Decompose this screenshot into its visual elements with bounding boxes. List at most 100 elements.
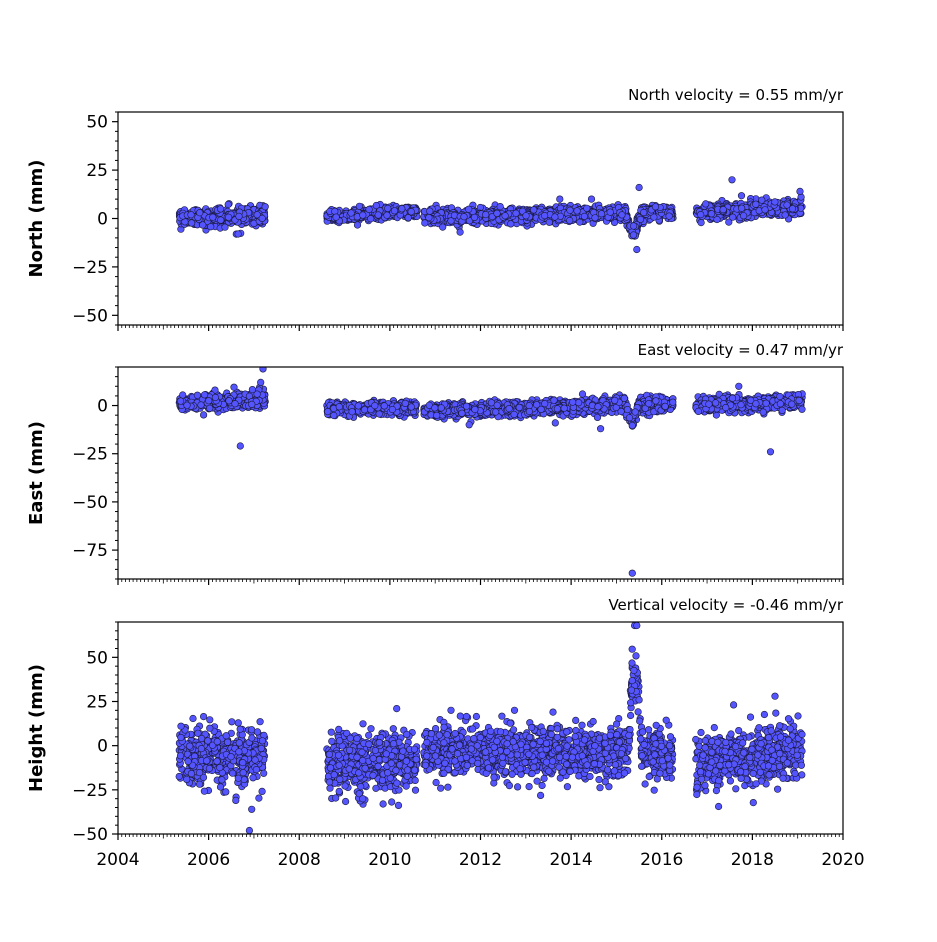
data-point xyxy=(493,209,501,217)
data-point xyxy=(390,207,399,215)
data-point xyxy=(530,206,538,214)
data-point xyxy=(496,203,504,211)
data-point xyxy=(447,217,455,225)
data-point xyxy=(367,215,375,223)
data-point xyxy=(332,213,340,221)
data-point xyxy=(188,219,196,227)
data-point xyxy=(225,213,233,221)
data-point xyxy=(697,219,705,227)
data-point xyxy=(253,211,261,219)
data-point xyxy=(573,207,581,215)
data-point xyxy=(650,213,658,221)
data-point xyxy=(221,223,229,231)
data-point xyxy=(388,405,397,414)
data-point xyxy=(224,200,232,209)
data-point xyxy=(651,203,660,211)
data-point xyxy=(183,401,191,409)
data-point xyxy=(209,213,217,221)
data-point xyxy=(335,403,343,411)
data-point xyxy=(522,212,530,220)
data-point xyxy=(450,211,459,219)
data-point xyxy=(752,200,760,208)
data-point xyxy=(625,414,634,422)
y-tick-label: −25 xyxy=(72,258,108,278)
data-point xyxy=(225,397,233,405)
data-point xyxy=(611,396,619,405)
data-point xyxy=(560,404,568,412)
data-point xyxy=(398,205,406,213)
data-point xyxy=(230,383,238,391)
data-point xyxy=(652,397,660,405)
data-points xyxy=(175,176,806,254)
data-point xyxy=(541,400,549,408)
data-points xyxy=(175,367,806,577)
data-point xyxy=(781,211,789,219)
y-axis-label: North (mm) xyxy=(26,160,47,278)
data-point xyxy=(512,209,520,217)
y-tick-label: 25 xyxy=(86,161,108,181)
data-point xyxy=(665,212,673,220)
data-point xyxy=(606,208,614,216)
data-point xyxy=(618,211,626,219)
data-point xyxy=(525,407,534,416)
panel-title: East velocity = 0.47 mm/yr xyxy=(638,341,844,359)
data-point xyxy=(566,216,574,225)
data-point xyxy=(201,391,209,399)
data-point xyxy=(354,402,362,410)
data-point xyxy=(431,404,439,412)
data-point xyxy=(783,201,791,209)
data-point xyxy=(591,214,599,222)
data-point xyxy=(640,208,648,217)
data-point xyxy=(702,200,710,208)
data-point xyxy=(661,402,669,411)
data-point xyxy=(493,401,501,409)
y-tick-label: 0 xyxy=(97,210,108,230)
data-point xyxy=(796,187,804,195)
data-point xyxy=(728,176,736,184)
data-point xyxy=(330,411,338,420)
data-point xyxy=(217,216,225,224)
data-point xyxy=(407,208,415,216)
data-point xyxy=(645,400,653,408)
data-point xyxy=(365,205,373,213)
data-point xyxy=(587,195,596,203)
data-point xyxy=(324,408,332,416)
data-point xyxy=(433,411,441,420)
data-point xyxy=(471,405,479,414)
data-point xyxy=(629,222,638,230)
data-point xyxy=(197,401,205,409)
data-point xyxy=(179,391,187,399)
data-point xyxy=(515,403,523,412)
data-point xyxy=(372,201,380,210)
data-point xyxy=(631,408,639,416)
data-point xyxy=(375,410,383,418)
data-point xyxy=(211,393,219,402)
data-point xyxy=(737,204,746,212)
data-point xyxy=(470,213,479,221)
data-point xyxy=(501,212,509,220)
data-point xyxy=(635,183,643,192)
data-point xyxy=(248,386,256,394)
data-point xyxy=(439,223,447,231)
data-point xyxy=(739,212,748,220)
data-point xyxy=(384,204,392,212)
data-point xyxy=(551,213,559,221)
data-point xyxy=(401,399,409,408)
data-point xyxy=(707,210,716,218)
data-point xyxy=(633,245,641,254)
data-point xyxy=(205,397,213,405)
data-point xyxy=(404,214,412,222)
data-point xyxy=(235,212,243,220)
data-point xyxy=(371,402,379,410)
data-point xyxy=(566,206,574,214)
data-point xyxy=(258,214,266,222)
data-point xyxy=(788,205,797,213)
data-point xyxy=(628,421,636,430)
data-point xyxy=(492,408,500,416)
y-axis-label: East (mm) xyxy=(26,421,47,525)
data-point xyxy=(248,400,256,409)
data-point xyxy=(383,211,391,219)
